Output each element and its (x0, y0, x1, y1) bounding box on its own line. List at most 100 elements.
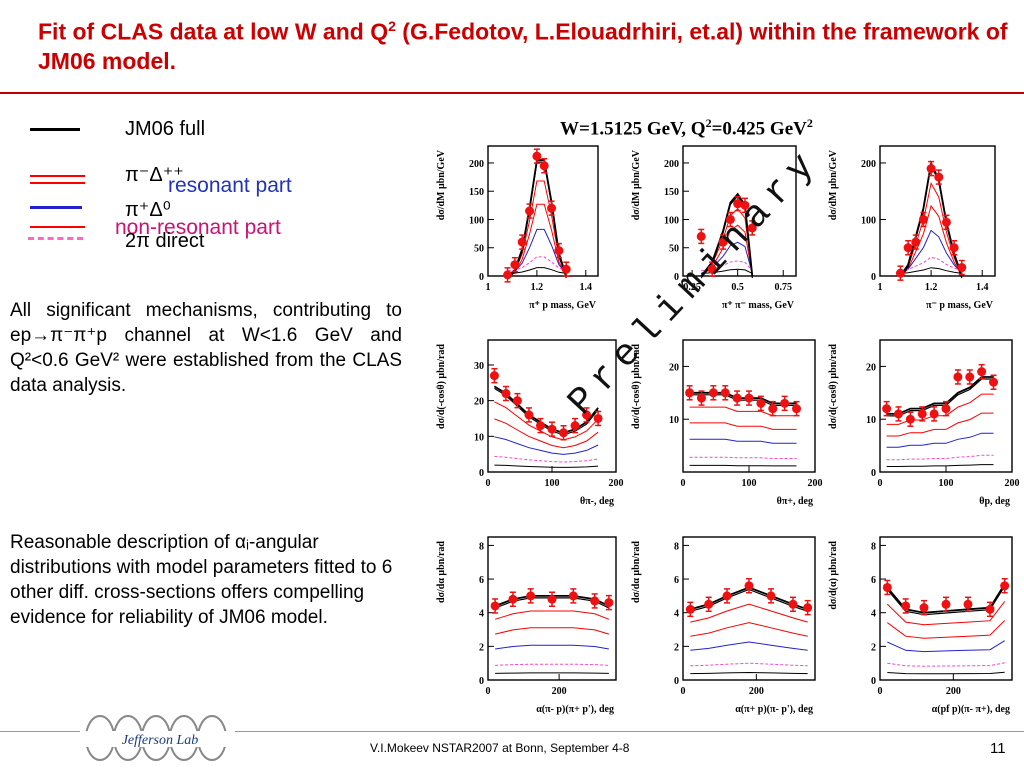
plot-9-data-point (882, 582, 892, 592)
plot-3-direct-curve (900, 256, 962, 272)
plot-5-full-curve (689, 391, 797, 405)
plot-3-data-point (918, 214, 928, 224)
plot-2-ytick-label: 150 (664, 187, 679, 198)
plot-5-ylabel: dσ/d(-cosθ) μbn/rad (631, 344, 642, 429)
plot-5-resonant-curve-2 (689, 422, 797, 430)
plot-4-xtick-label: 200 (609, 478, 624, 489)
plot-7-direct-curve (495, 663, 609, 666)
plot-5-data-point (768, 404, 778, 414)
plot-1-full-curve (507, 159, 568, 277)
plot-6-data-point (929, 409, 939, 419)
plot-8-pi-delta-0-curve (690, 641, 808, 651)
plot-6-data-point (893, 409, 903, 419)
plot-1-ylabel: dσ/dM μbn/GeV (436, 149, 447, 220)
plot-6-data-point (882, 404, 892, 414)
plot-9-ytick-label: 6 (871, 575, 876, 586)
plot-6-resonant-curve-2 (886, 412, 994, 437)
plot-5-direct-curve (689, 456, 797, 459)
plot-7-data-point (590, 596, 600, 606)
plot-1-ytick-label: 150 (469, 187, 484, 198)
plot-3-ytick-label: 200 (861, 159, 876, 170)
plot-8-frame (682, 536, 816, 681)
plot-1-data-point (525, 206, 535, 216)
plot-8-ytick-label: 6 (674, 575, 679, 586)
plot-9-pi-delta-0-curve (887, 640, 1005, 653)
plot-2-ytick-label: 100 (664, 215, 679, 226)
plot-9-data-point (963, 599, 973, 609)
plot-3-data-point (949, 243, 959, 253)
plot-7-ytick-label: 8 (479, 541, 484, 552)
plot-6-full-curve (886, 376, 994, 415)
plot-7-resonant-curve-1 (494, 610, 610, 620)
plot-6-nonres-curve (886, 464, 994, 467)
plot-4-xtick-label: 0 (486, 478, 491, 489)
plot-1-xtick-label: 1 (486, 282, 491, 293)
plot-4-data-point (570, 421, 580, 431)
plot-3-data-point (957, 263, 967, 273)
plot-5-data-point (756, 398, 766, 408)
page-number: 11 (990, 740, 1006, 757)
plot-9-ytick-label: 8 (871, 541, 876, 552)
plot-5-ytick-label: 10 (669, 415, 679, 426)
plot-5-nonres-curve (689, 464, 797, 467)
plot-4-pi-delta-0-curve (494, 436, 599, 455)
plot-4-data-point (535, 421, 545, 431)
plot-2-data-point (733, 199, 743, 209)
plot-3-xlabel: π⁻ p mass, GeV (926, 300, 994, 311)
plot-9-resonant-curve-2 (887, 620, 1006, 639)
plot-7-resonant-curve-2 (494, 627, 610, 635)
plot-9-xtick-label: 0 (878, 686, 883, 697)
plot-1-nonres-curve (507, 267, 567, 274)
plot-7-data-point (604, 598, 614, 608)
plot-4-data-point (501, 389, 511, 399)
plot-3-nonres-curve (900, 267, 962, 274)
plot-6-xtick-label: 0 (878, 478, 883, 489)
plot-1-data-point (547, 203, 557, 213)
plot-4-resonant-curve-2 (494, 418, 599, 449)
plot-6-ytick-label: 0 (871, 468, 876, 479)
plot-9-ylabel: dσ/d(α) μbn/rad (828, 541, 839, 610)
plot-4-data-point (524, 410, 534, 420)
plot-2-ytick-label: 0 (674, 272, 679, 283)
plot-1-data-point (503, 270, 513, 280)
legend-full-label: JM06 full (125, 118, 206, 140)
plot-2-data-point (707, 264, 717, 274)
plot-8-ytick-label: 4 (674, 609, 679, 620)
plot-6-ylabel: dσ/d(-cosθ) μbn/rad (828, 344, 839, 429)
plot-7-ylabel: dσ/dα μbn/rad (436, 541, 447, 603)
plot-8-ytick-label: 2 (674, 642, 679, 653)
plot-1-data-point (554, 246, 564, 256)
plot-5-data-point (792, 404, 802, 414)
plot-4-direct-curve (494, 455, 599, 463)
plot-4-ytick-label: 20 (474, 397, 484, 408)
plot-1-xtick-label: 1.2 (531, 282, 544, 293)
legend-direct-line (28, 237, 83, 240)
plot-8-data-point (722, 591, 732, 601)
legend-nonres-line (30, 226, 85, 228)
plot-9-data-point (985, 604, 995, 614)
plots-title: W=1.5125 GeV, Q2=0.425 GeV2 (560, 116, 813, 140)
plot-8-xlabel: α(π+ p)(π- p'), deg (735, 704, 813, 715)
plot-3-data-point (934, 172, 944, 182)
plot-3-xtick-label: 1 (878, 282, 883, 293)
plot-5-pi-delta-0-curve (689, 438, 797, 444)
plot-9-data-point (919, 603, 929, 613)
plot-8-nonres-curve (690, 671, 808, 675)
plot-3-data-point (911, 237, 921, 247)
plot-2-ylabel: dσ/dM μbn/GeV (631, 149, 642, 220)
top-divider (0, 92, 1024, 94)
plot-7-data-point (526, 591, 536, 601)
plot-7-xlabel: α(π- p)(π+ p'), deg (536, 704, 614, 715)
plot-4-data-point (547, 424, 557, 434)
plot-2-data-point (696, 231, 706, 241)
plot-4-full-curve (493, 385, 599, 434)
plot-1-ytick-label: 200 (469, 159, 484, 170)
plot-4-xlabel: θπ-, deg (580, 496, 614, 507)
paragraph-mechanisms: All significant mechanisms, contributing… (10, 300, 402, 396)
plot-6-xtick-label: 100 (939, 478, 954, 489)
plot-9-direct-curve (887, 662, 1005, 667)
plot-3-data-point (895, 268, 905, 278)
legend-pi-delta-pp-label: π⁻Δ⁺⁺ (125, 164, 184, 186)
plot-8-resonant-curve-2 (690, 622, 808, 637)
plot-4-data-point (582, 410, 592, 420)
